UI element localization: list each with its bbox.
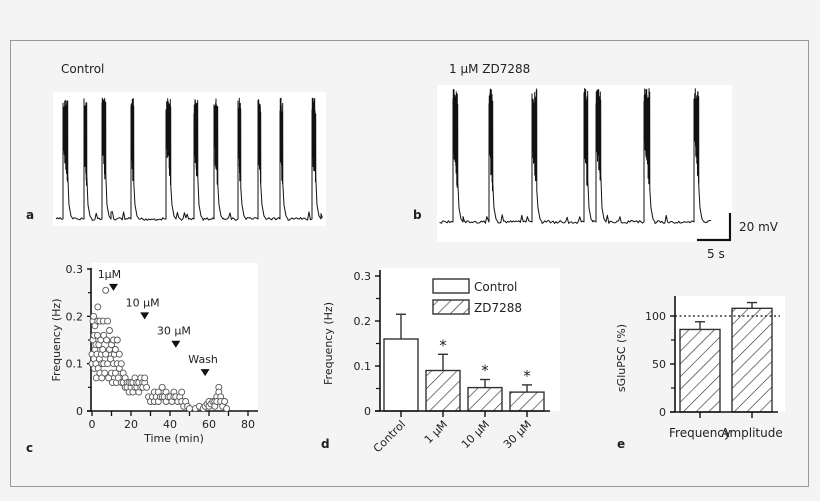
svg-text:Frequency: Frequency xyxy=(669,426,731,440)
panel-b-title: 1 μM ZD7288 xyxy=(449,62,531,76)
trace-a xyxy=(55,97,323,221)
svg-text:40: 40 xyxy=(163,418,177,431)
trace-b xyxy=(439,88,712,224)
svg-text:0: 0 xyxy=(76,405,83,418)
svg-text:30 μM: 30 μM xyxy=(157,325,191,338)
svg-text:sGluPSC (%): sGluPSC (%) xyxy=(615,324,628,392)
svg-text:30 μM: 30 μM xyxy=(501,418,534,451)
svg-text:10 μM: 10 μM xyxy=(459,418,492,451)
chart-d-bar: Control * 1 μM * 10 μM * 30 μM 0 0.1 0.2 0.3 Freque… xyxy=(322,268,560,455)
panel-e-letter: e xyxy=(617,437,626,451)
svg-text:*: * xyxy=(523,367,531,385)
svg-text:0.3: 0.3 xyxy=(354,270,372,283)
scale-bar-voltage-label: 20 mV xyxy=(739,220,778,234)
svg-text:ZD7288: ZD7288 xyxy=(474,301,522,315)
svg-text:0: 0 xyxy=(89,418,96,431)
svg-text:20: 20 xyxy=(124,418,138,431)
svg-text:Wash: Wash xyxy=(188,353,218,366)
svg-text:Frequency (Hz): Frequency (Hz) xyxy=(322,302,335,385)
svg-text:60: 60 xyxy=(202,418,216,431)
svg-text:1μM: 1μM xyxy=(98,268,122,281)
svg-text:0: 0 xyxy=(659,406,666,419)
scale-bar-time-label: 5 s xyxy=(707,247,725,261)
svg-text:0.2: 0.2 xyxy=(354,315,372,328)
svg-text:10 μM: 10 μM xyxy=(126,296,160,309)
svg-text:Control: Control xyxy=(474,280,517,294)
svg-text:0.1: 0.1 xyxy=(66,358,84,371)
svg-text:100: 100 xyxy=(645,310,666,323)
svg-text:Amplitude: Amplitude xyxy=(721,426,783,440)
chart-c-scatter: 0 0.1 0.2 0.3 0 20 40 60 80 Time (min) Frequency (… xyxy=(50,263,258,445)
svg-text:Control: Control xyxy=(371,418,408,455)
svg-text:1 μM: 1 μM xyxy=(422,418,450,446)
panel-d-letter: d xyxy=(321,437,330,451)
panel-b-letter: b xyxy=(413,208,422,222)
svg-text:*: * xyxy=(481,362,489,380)
svg-text:*: * xyxy=(439,336,447,354)
svg-text:0.3: 0.3 xyxy=(66,263,84,276)
svg-text:0: 0 xyxy=(364,405,371,418)
svg-text:0.2: 0.2 xyxy=(66,310,84,323)
panel-c-letter: c xyxy=(26,441,34,455)
svg-text:50: 50 xyxy=(652,358,666,371)
scale-bar xyxy=(697,213,732,242)
panel-a-title: Control xyxy=(61,62,105,76)
trace-a-background xyxy=(53,92,326,226)
panel-a-letter: a xyxy=(26,208,35,222)
svg-text:0.1: 0.1 xyxy=(354,360,372,373)
svg-text:Time (min): Time (min) xyxy=(143,432,204,445)
svg-text:Frequency (Hz): Frequency (Hz) xyxy=(50,299,63,382)
svg-text:80: 80 xyxy=(241,418,255,431)
